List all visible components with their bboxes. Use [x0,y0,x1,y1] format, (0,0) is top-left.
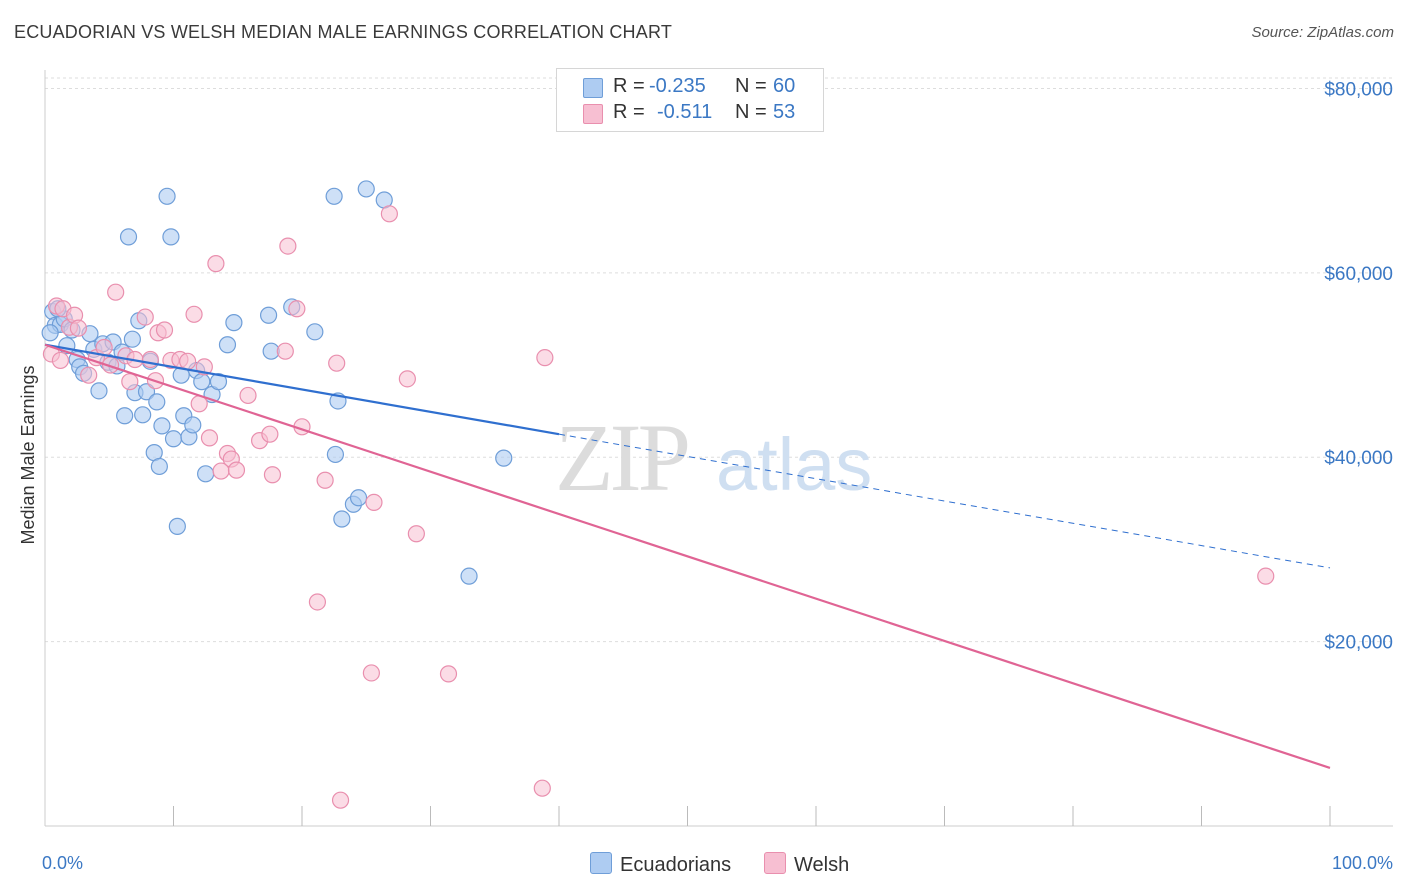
welsh-trend-line [44,343,1331,769]
bottom-legend-label-welsh: Welsh [794,854,850,876]
welsh-point [276,342,294,360]
welsh-point [362,664,380,682]
ecuadorian-point [325,187,343,205]
ecuadorian-point [218,336,237,354]
welsh-point [239,386,257,405]
welsh-point [185,305,203,323]
welsh-point [200,429,219,447]
welsh-point [136,308,154,326]
x-tick-label-min: 0.0% [42,853,83,873]
ecuadorian-point [123,330,141,348]
welsh-point [179,352,197,370]
welsh-point [155,321,174,339]
y-tick-label: $80,000 [1324,79,1393,100]
watermark: ZIP atlas [555,404,872,511]
welsh-point [331,791,350,809]
welsh-point [536,349,554,367]
y-tick-label: $40,000 [1324,448,1393,469]
legend-swatch-welsh [583,104,603,124]
legend-r-value: -0.235 [649,75,706,97]
grid-lines [45,77,1393,643]
ecuadorian-point [326,445,345,464]
welsh-point [439,665,458,683]
ecuadorian-point [137,383,156,401]
x-tick-label-max: 100.0% [1332,853,1393,873]
ecuadorian-point [193,373,211,391]
welsh-point [80,366,98,384]
ecuadorian-point [460,567,478,585]
ecuadorian-trend-extension [558,433,1331,569]
ecuadorian-point [495,449,513,467]
ecuadorian-point [197,465,215,483]
legend-r-label: R = [613,101,645,123]
bottom-legend-label-ecuadorians: Ecuadorians [620,854,732,876]
ecuadorian-point [90,382,108,400]
welsh-point [279,237,297,255]
y-axis-label: Median Male Earnings [18,365,38,544]
welsh-point [380,205,398,223]
watermark-atlas: atlas [716,423,872,506]
bottom-legend-swatch-welsh [764,852,786,874]
axes [44,70,1393,827]
welsh-point [69,319,88,337]
chart-title: ECUADORIAN VS WELSH MEDIAN MALE EARNINGS… [14,22,673,42]
correlation-legend: R = -0.235 N = 60 R = -0.511 N = 53 [556,68,824,132]
y-tick-label: $60,000 [1324,264,1393,285]
welsh-point [263,466,282,484]
welsh-point [1257,567,1275,585]
ecuadorian-point [209,373,228,391]
y-tick-label: $20,000 [1324,633,1393,654]
legend-n-label: N = [735,101,767,123]
welsh-point [121,373,139,391]
welsh-point [288,300,306,318]
ecuadorian-trend-line [44,343,560,436]
welsh-point [51,351,70,370]
legend-swatch-ecuadorians [583,78,603,98]
welsh-point [398,370,416,388]
bottom-legend-welsh: Welsh [764,852,849,877]
ecuadorian-point [306,323,324,341]
ecuadorian-point [116,407,134,425]
welsh-point [407,525,425,543]
ecuadorian-point [119,228,138,246]
ecuadorian-point [148,393,166,411]
ecuadorian-point [333,510,351,528]
welsh-point [227,461,246,479]
welsh-point [316,471,334,489]
watermark-zip: ZIP [555,404,688,511]
ecuadorian-point [184,416,202,434]
welsh-point [207,255,225,273]
ecuadorian-point [41,324,59,342]
ecuadorian-point [168,517,186,535]
ecuadorian-point [134,406,152,424]
ecuadorian-point [259,306,278,324]
legend-n-value: 60 [773,75,796,97]
ecuadorian-point [164,430,183,448]
ecuadorian-point [150,457,168,476]
bottom-legend-ecuadorians: Ecuadorians [590,852,731,877]
bottom-legend-swatch-ecuadorians [590,852,612,874]
ecuadorian-points [41,180,513,585]
ecuadorian-point [158,187,176,205]
welsh-point [365,493,383,511]
welsh-point [261,425,279,443]
welsh-point [328,354,346,372]
ecuadorian-point [225,314,243,332]
legend-r-label: R = [613,75,645,97]
welsh-point [533,779,551,797]
legend-r-value: -0.511 [657,101,713,123]
welsh-point [107,283,125,301]
legend-n-value: 53 [773,101,796,123]
ecuadorian-point [349,489,368,507]
ecuadorian-point [357,180,375,198]
tick-labels: $20,000 $40,000 $60,000 $80,000 0.0% 100.0% [42,79,1393,873]
welsh-point [308,593,327,611]
source-label: Source: ZipAtlas.com [1251,24,1394,41]
ecuadorian-point [153,417,171,435]
ecuadorian-point [162,228,180,246]
legend-n-label: N = [735,75,767,97]
trend-lines [44,343,1331,769]
